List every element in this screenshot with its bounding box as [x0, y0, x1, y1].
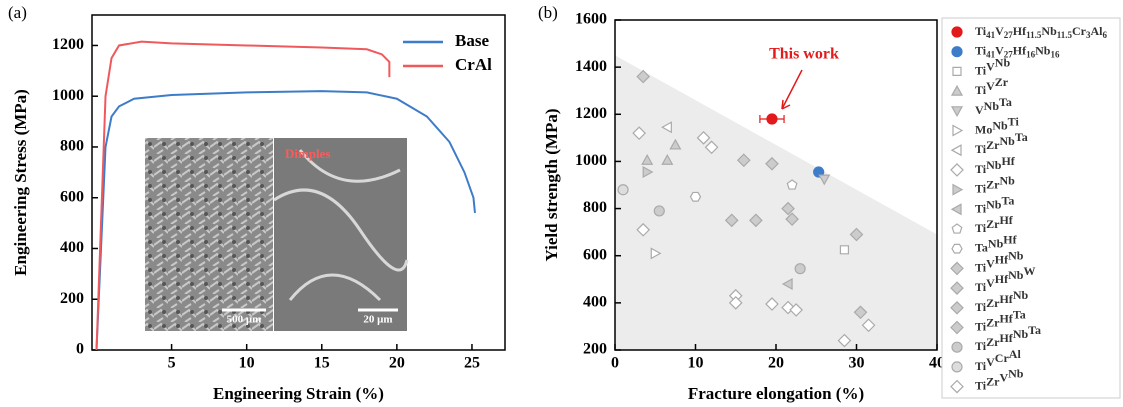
- point: [654, 206, 664, 216]
- scale-label: 500 μm: [227, 314, 262, 326]
- panel-label: (a): [8, 3, 27, 22]
- annotation-arrow: [782, 70, 802, 109]
- y-tick-label: 1000: [575, 152, 607, 169]
- legend-marker: [952, 27, 962, 37]
- scale-label: 20 μm: [363, 314, 392, 326]
- y-tick-label: 1600: [575, 11, 607, 28]
- y-tick-label: 1000: [52, 87, 84, 104]
- legend-label: CrAl: [455, 55, 492, 74]
- y-tick-label: 800: [60, 138, 84, 155]
- x-tick-label: 30: [849, 355, 865, 372]
- y-tick-label: 800: [583, 199, 607, 216]
- y-tick-label: 600: [60, 188, 84, 205]
- x-tick-label: 15: [314, 355, 330, 372]
- point: [691, 192, 701, 201]
- figure: Dimples500 μm20 μm5101520250200400600800…: [0, 0, 1123, 407]
- annotation: This work: [769, 46, 839, 63]
- legend-marker: [953, 67, 961, 75]
- legend-frame: [942, 18, 1120, 398]
- x-tick-label: 5: [168, 355, 176, 372]
- legend-marker: [952, 47, 962, 57]
- x-tick-label: 10: [688, 355, 704, 372]
- y-tick-label: 400: [60, 239, 84, 256]
- x-tick-label: 10: [239, 355, 255, 372]
- y-tick-label: 0: [76, 341, 84, 358]
- point: [767, 114, 777, 124]
- y-tick-label: 600: [583, 246, 607, 263]
- inset-label: Dimples: [285, 146, 331, 161]
- panel-label: (b): [538, 3, 558, 22]
- y-axis-label: Yield strength (MPa): [542, 109, 561, 262]
- x-tick-label: 0: [611, 355, 619, 372]
- inset-image-right: [274, 138, 407, 331]
- x-tick-label: 20: [768, 355, 784, 372]
- y-tick-label: 400: [583, 294, 607, 311]
- legend-label: Base: [455, 31, 489, 50]
- y-tick-label: 1200: [52, 36, 84, 53]
- x-axis-label: Fracture elongation (%): [688, 384, 864, 403]
- point: [840, 246, 848, 254]
- legend-marker: [952, 244, 962, 253]
- point: [795, 264, 805, 274]
- legend-marker: [952, 362, 962, 372]
- y-tick-label: 200: [583, 341, 607, 358]
- point: [618, 185, 628, 195]
- y-tick-label: 200: [60, 290, 84, 307]
- y-tick-label: 1200: [575, 105, 607, 122]
- inset-image-left: [145, 138, 273, 331]
- x-axis-label: Engineering Strain (%): [213, 384, 384, 403]
- legend-marker: [952, 342, 962, 352]
- x-tick-label: 20: [389, 355, 405, 372]
- x-tick-label: 25: [464, 355, 480, 372]
- y-tick-label: 1400: [575, 58, 607, 75]
- y-axis-label: Engineering Stress (MPa): [11, 89, 30, 276]
